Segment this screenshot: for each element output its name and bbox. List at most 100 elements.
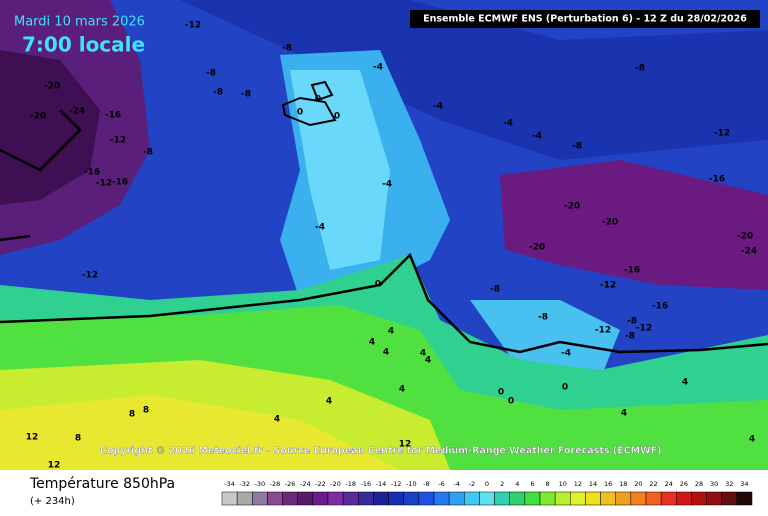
model-info: Ensemble ECMWF ENS (Perturbation 6) - 12… bbox=[423, 14, 747, 25]
contour-label: -16 bbox=[652, 302, 668, 312]
contour-label: 4 bbox=[621, 409, 627, 419]
colorbar-swatch bbox=[252, 491, 268, 506]
contour-label: -24 bbox=[69, 107, 85, 117]
contour-label: -8 bbox=[627, 317, 637, 327]
copyright: Copyright © 2026 Meteociel.fr - Source E… bbox=[100, 446, 661, 457]
contour-label: -8 bbox=[635, 64, 645, 74]
cold-core bbox=[0, 50, 100, 205]
contour-label: -8 bbox=[206, 69, 216, 79]
colorbar-label: 10 bbox=[559, 480, 567, 488]
contour-label: -12 bbox=[110, 136, 126, 146]
colorbar-swatch bbox=[660, 491, 677, 506]
contour-label: -16 bbox=[624, 266, 640, 276]
colorbar-label: -16 bbox=[361, 480, 372, 488]
forecast-date: Mardi 10 mars 2026 bbox=[14, 15, 145, 30]
contour-label: -4 bbox=[561, 349, 571, 359]
warm-region-4 bbox=[0, 395, 400, 470]
contour-label: -8 bbox=[143, 148, 153, 158]
contour-label: 0 bbox=[508, 397, 514, 407]
colorbar-label: -20 bbox=[330, 480, 341, 488]
contour-label: -4 bbox=[503, 119, 513, 129]
colorbar-label: 34 bbox=[740, 480, 748, 488]
contour-label: 4 bbox=[399, 385, 405, 395]
colorbar-swatch bbox=[403, 491, 420, 506]
contour-label: 4 bbox=[369, 338, 375, 348]
colorbar-swatch bbox=[570, 491, 586, 506]
colorbar-label: -4 bbox=[453, 480, 459, 488]
mild-core bbox=[290, 70, 390, 270]
contour-label: -8 bbox=[538, 313, 548, 323]
contour-label: -8 bbox=[572, 142, 582, 152]
contour-label: 12 bbox=[48, 461, 61, 471]
contour-label: -4 bbox=[373, 63, 383, 73]
colorbar-swatch bbox=[554, 491, 571, 506]
contour-label: 8 bbox=[143, 406, 149, 416]
colorbar-swatch bbox=[630, 491, 647, 506]
colorbar-label: -18 bbox=[345, 480, 356, 488]
mild-region-south bbox=[470, 300, 620, 380]
contour-label: -8 bbox=[241, 90, 251, 100]
contour-label: 4 bbox=[749, 435, 755, 445]
isotherm bbox=[0, 109, 82, 242]
colorbar-swatch bbox=[297, 491, 314, 506]
colorbar-label: 4 bbox=[515, 480, 519, 488]
contour-label: 8 bbox=[129, 410, 135, 420]
colorbar-label: -26 bbox=[285, 480, 296, 488]
contour-label: -20 bbox=[529, 243, 545, 253]
contour-label: -16 bbox=[112, 178, 128, 188]
contour-label: -12 bbox=[82, 271, 98, 281]
colorbar-label: -32 bbox=[239, 480, 250, 488]
contour-label: -12 bbox=[600, 281, 616, 291]
contour-label: 4 bbox=[682, 378, 688, 388]
colorbar-swatch bbox=[494, 491, 510, 506]
colorbar-label: 0 bbox=[485, 480, 489, 488]
cold-region-east bbox=[500, 160, 768, 290]
contour-label: -24 bbox=[741, 247, 757, 257]
contour-label: -12 bbox=[185, 21, 201, 31]
contour-label: 0 bbox=[315, 95, 321, 105]
colorbar-swatch bbox=[524, 491, 541, 506]
colorbar-label: -14 bbox=[376, 480, 387, 488]
blue-region bbox=[180, 0, 768, 160]
contour-label: -16 bbox=[84, 168, 100, 178]
colorbar-label: -10 bbox=[406, 480, 417, 488]
colorbar-label: -22 bbox=[315, 480, 326, 488]
contour-label: 12 bbox=[399, 440, 412, 450]
contour-label: 0 bbox=[562, 383, 568, 393]
colorbar-swatch bbox=[282, 491, 298, 506]
contour-label: -12 bbox=[636, 324, 652, 334]
colorbar-swatch bbox=[448, 491, 465, 506]
colorbar-swatch bbox=[585, 491, 601, 506]
colorbar-label: 16 bbox=[604, 480, 612, 488]
contour-label: 0 bbox=[297, 108, 303, 118]
colorbar-label: 24 bbox=[665, 480, 673, 488]
contour-label: -12 bbox=[595, 326, 611, 336]
contour-label: 4 bbox=[326, 397, 332, 407]
colorbar-swatch bbox=[221, 491, 238, 506]
contour-label: -4 bbox=[315, 223, 325, 233]
colorbar-label: -34 bbox=[224, 480, 235, 488]
zero-isotherm bbox=[0, 252, 768, 354]
colorbar-label: -24 bbox=[300, 480, 311, 488]
contour-label: 4 bbox=[425, 356, 431, 366]
contour-label: -8 bbox=[282, 44, 292, 54]
footer-lead: (+ 234h) bbox=[30, 496, 75, 507]
contour-label: -12 bbox=[96, 179, 112, 189]
contour-label: 8 bbox=[75, 434, 81, 444]
contour-label: 0 bbox=[334, 112, 340, 122]
colorbar-swatch bbox=[418, 491, 435, 506]
contour-label: 0 bbox=[375, 280, 381, 290]
contour-label: -16 bbox=[105, 111, 121, 121]
contour-label: 4 bbox=[420, 349, 426, 359]
contour-label: 4 bbox=[388, 327, 394, 337]
contour-label: -16 bbox=[709, 175, 725, 185]
contour-label: -4 bbox=[382, 180, 392, 190]
contour-label: -4 bbox=[433, 102, 443, 112]
colorbar-swatch bbox=[236, 491, 253, 506]
contour-label: -8 bbox=[213, 88, 223, 98]
colorbar-swatch bbox=[645, 491, 662, 506]
colorbar-label: 14 bbox=[589, 480, 597, 488]
contour-label: 4 bbox=[383, 348, 389, 358]
contour-label: -8 bbox=[490, 285, 500, 295]
colorbar-swatch bbox=[373, 491, 389, 506]
